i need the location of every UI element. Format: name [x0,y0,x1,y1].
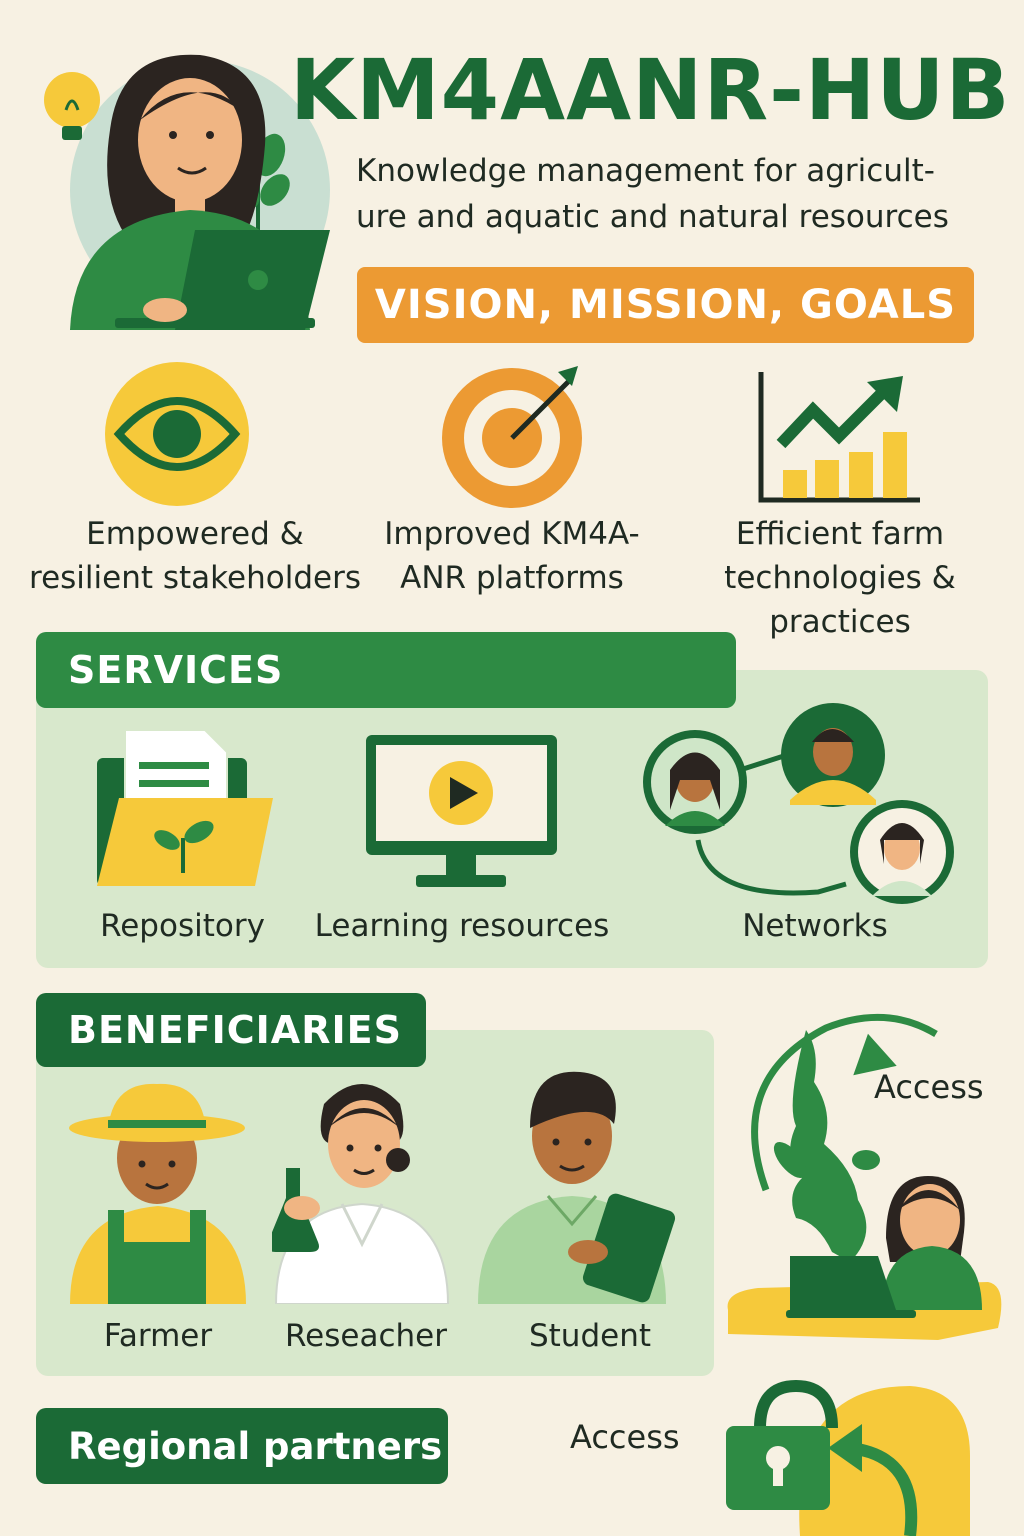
service-networks-label[interactable]: Networks [710,908,920,944]
goal-platforms-label: Improved KM4A- ANR platforms [362,512,662,600]
eye-icon [105,362,249,506]
subtitle-line: Knowledge management for agricult- [356,148,996,194]
goal-line: practices [700,600,980,644]
goal-line: Empowered & [20,512,370,556]
beneficiary-student-label: Student [500,1318,680,1354]
researcher-illustration [272,1078,454,1304]
goal-technologies-label: Efficient farm technologies & practices [700,512,980,644]
goal-line: resilient stakeholders [20,556,370,600]
services-heading: SERVICES [36,632,736,708]
goal-line: ANR platforms [362,556,662,600]
access-label-map: Access [874,1068,984,1106]
growth-chart-icon [755,372,925,507]
philippines-map-access-illustration [726,1010,1016,1370]
goal-line: Improved KM4A- [362,512,662,556]
page-title: KM4AANR-HUB [290,48,1011,132]
lock-access-illustration [720,1380,970,1536]
beneficiaries-heading: BENEFICIARIES [36,993,426,1067]
vision-mission-goals-banner[interactable]: VISION, MISSION, GOALS [357,267,974,343]
page-subtitle: Knowledge management for agricult- ure a… [356,148,996,240]
beneficiary-researcher-label: Reseacher [266,1318,466,1354]
regional-partners-button[interactable]: Regional partners [36,1408,448,1484]
goal-empowered-label: Empowered & resilient stakeholders [20,512,370,600]
farmer-illustration [68,1082,246,1304]
target-icon [440,362,590,510]
goal-line: technologies & [700,556,980,600]
service-repository-label[interactable]: Repository [80,908,285,944]
student-illustration [476,1070,688,1304]
goal-line: Efficient farm [700,512,980,556]
subtitle-line: ure and aquatic and natural resources [356,194,996,240]
monitor-play-icon [364,733,559,891]
beneficiary-farmer-label: Farmer [68,1318,248,1354]
service-learning-label[interactable]: Learning resources [300,908,624,944]
network-icon [640,700,960,910]
folder-icon [95,728,275,888]
access-label-lock: Access [570,1418,680,1456]
